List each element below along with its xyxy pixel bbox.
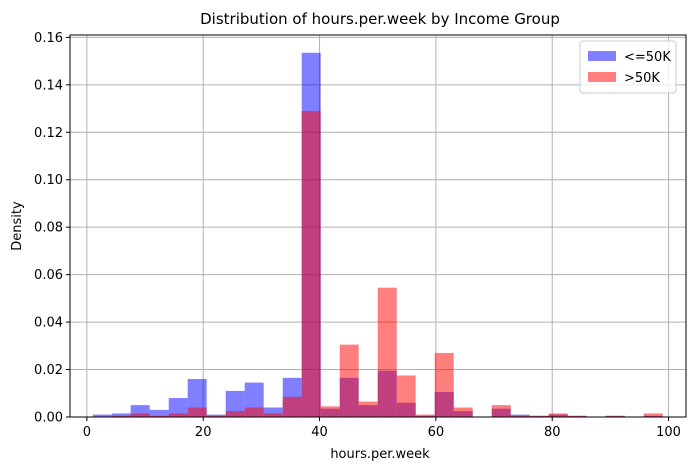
legend-label: <=50K xyxy=(624,50,671,65)
bar xyxy=(149,409,169,417)
bar xyxy=(225,390,245,417)
bar xyxy=(130,413,150,417)
bar xyxy=(415,414,435,417)
bar xyxy=(377,287,397,417)
bar xyxy=(434,352,454,417)
bar xyxy=(130,405,150,417)
bar xyxy=(396,375,416,417)
series-1 xyxy=(92,110,663,417)
bar xyxy=(453,407,473,417)
bar xyxy=(168,413,188,417)
legend-label: >50K xyxy=(624,71,660,86)
x-tick-label: 0 xyxy=(83,425,91,440)
bar xyxy=(149,415,169,417)
y-tick-label: 0.10 xyxy=(34,173,63,188)
x-tick-label: 100 xyxy=(656,425,681,440)
bar xyxy=(111,413,131,417)
bar xyxy=(111,415,131,417)
bar xyxy=(92,414,112,417)
bar xyxy=(282,396,302,417)
bar xyxy=(358,401,378,417)
bar xyxy=(605,415,625,417)
bar xyxy=(339,344,359,417)
histogram-bars xyxy=(92,52,663,417)
legend-swatch xyxy=(588,72,616,82)
legend: <=50K >50K xyxy=(579,40,677,94)
plot-frame xyxy=(69,34,687,418)
y-tick-label: 0.14 xyxy=(34,78,63,93)
y-tick-label: 0.16 xyxy=(34,31,63,46)
x-axis-ticks: 0 20 40 60 80 100 xyxy=(83,417,681,440)
bar xyxy=(263,407,283,417)
bar xyxy=(301,110,321,417)
chart-title: Distribution of hours.per.week by Income… xyxy=(200,10,560,28)
x-axis-title: hours.per.week xyxy=(330,447,430,462)
series-0 xyxy=(92,52,663,417)
bar xyxy=(168,398,188,417)
bar xyxy=(491,405,511,417)
bar xyxy=(567,415,587,417)
y-tick-label: 0.12 xyxy=(34,126,63,141)
bar xyxy=(529,415,549,417)
bar xyxy=(225,411,245,417)
bar xyxy=(320,406,340,417)
bar xyxy=(263,413,283,417)
bar xyxy=(548,413,568,417)
y-tick-label: 0.02 xyxy=(34,363,63,378)
x-tick-label: 80 xyxy=(544,425,561,440)
x-tick-label: 20 xyxy=(195,425,212,440)
bar xyxy=(206,415,226,417)
x-tick-label: 40 xyxy=(311,425,328,440)
y-tick-label: 0.00 xyxy=(34,411,63,426)
y-tick-label: 0.06 xyxy=(34,268,63,283)
bar xyxy=(187,407,207,417)
x-tick-label: 60 xyxy=(428,425,445,440)
bar xyxy=(643,413,663,417)
bar xyxy=(244,407,264,417)
y-axis-ticks: 0.00 0.02 0.04 0.06 0.08 0.10 0.12 0.14 0.16 xyxy=(34,31,70,426)
y-tick-label: 0.08 xyxy=(34,221,63,236)
y-tick-label: 0.04 xyxy=(34,316,63,331)
bar xyxy=(510,415,530,417)
y-axis-title: Density xyxy=(10,201,25,251)
legend-swatch xyxy=(588,51,616,61)
